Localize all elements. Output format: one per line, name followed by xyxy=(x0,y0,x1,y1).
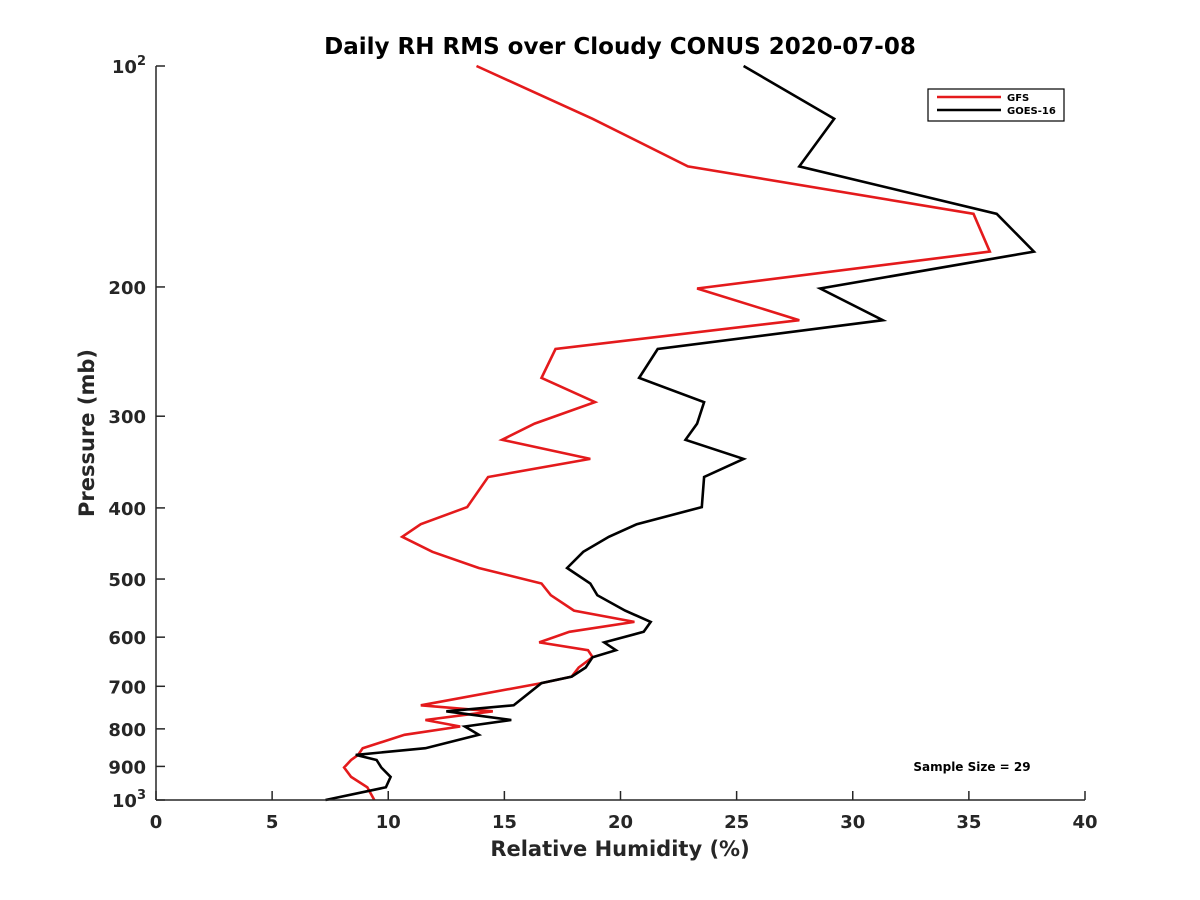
x-tick-label: 30 xyxy=(840,812,865,833)
y-tick-label: 400 xyxy=(108,499,146,520)
y-tick-label: 900 xyxy=(108,757,146,778)
sample-size-annotation: Sample Size = 29 xyxy=(913,760,1030,774)
legend: GFS GOES-16 xyxy=(927,88,1065,122)
legend-label-goes16: GOES-16 xyxy=(1007,106,1056,117)
y-tick-label: 600 xyxy=(108,628,146,649)
chart-title: Daily RH RMS over Cloudy CONUS 2020-07-0… xyxy=(324,34,916,60)
y-tick-label: 102 xyxy=(112,54,146,78)
legend-label-gfs: GFS xyxy=(1007,93,1029,104)
x-tick-label: 40 xyxy=(1072,812,1097,833)
x-tick-label: 20 xyxy=(608,812,633,833)
y-tick-label: 103 xyxy=(112,788,146,812)
y-tick-label: 500 xyxy=(108,570,146,591)
legend-box xyxy=(927,88,1065,122)
x-axis-label: Relative Humidity (%) xyxy=(490,837,749,861)
y-tick-label: 300 xyxy=(108,407,146,428)
x-tick-label: 0 xyxy=(150,812,163,833)
y-tick-label: 200 xyxy=(108,278,146,299)
x-tick-label: 35 xyxy=(956,812,981,833)
y-tick-label: 700 xyxy=(108,677,146,698)
series-layer xyxy=(325,64,1037,802)
series-line-goes16 xyxy=(325,64,1037,802)
y-axis-label: Pressure (mb) xyxy=(75,349,99,517)
x-tick-label: 10 xyxy=(376,812,401,833)
x-tick-label: 25 xyxy=(724,812,749,833)
y-tick-label: 800 xyxy=(108,720,146,741)
series-line-gfs xyxy=(342,64,992,801)
x-tick-label: 5 xyxy=(266,812,279,833)
ticks-layer: 0 5 10 15 20 25 30 35 40 102 200 300 400 500 600 700 800… xyxy=(108,54,1097,833)
x-tick-label: 15 xyxy=(492,812,517,833)
